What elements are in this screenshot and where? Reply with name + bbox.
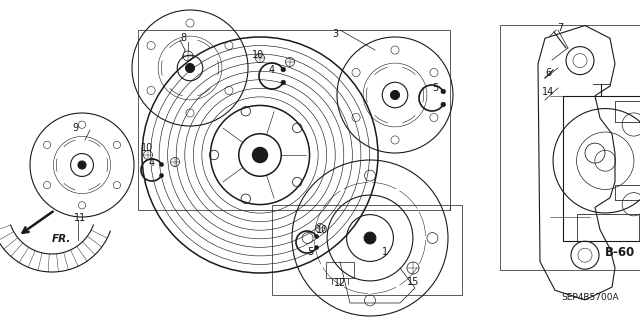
Text: SEP4B5700A: SEP4B5700A — [561, 293, 619, 302]
Circle shape — [281, 67, 285, 72]
Text: 15: 15 — [407, 277, 419, 287]
Circle shape — [441, 102, 445, 107]
Text: 10: 10 — [316, 225, 328, 235]
Bar — [563, 95, 640, 241]
Bar — [577, 214, 639, 241]
Circle shape — [364, 232, 376, 244]
Text: 6: 6 — [545, 68, 551, 78]
Text: 14: 14 — [542, 87, 554, 97]
Bar — [326, 262, 354, 278]
Text: 10: 10 — [141, 143, 153, 153]
Circle shape — [390, 91, 399, 100]
Circle shape — [314, 234, 319, 239]
Bar — [272, 205, 462, 295]
Circle shape — [159, 162, 163, 167]
Circle shape — [281, 80, 285, 85]
Bar — [500, 25, 640, 270]
Text: 11: 11 — [74, 213, 86, 223]
Text: 5: 5 — [307, 247, 313, 257]
Circle shape — [159, 174, 163, 177]
Text: 7: 7 — [557, 23, 563, 33]
Text: 12: 12 — [334, 278, 346, 288]
Circle shape — [441, 89, 445, 94]
Text: 10: 10 — [252, 50, 264, 60]
Bar — [615, 185, 640, 200]
Text: 8: 8 — [180, 33, 186, 43]
Text: 5: 5 — [432, 83, 438, 93]
Circle shape — [314, 246, 319, 249]
Text: 1: 1 — [382, 247, 388, 257]
Bar — [138, 30, 450, 210]
Circle shape — [78, 161, 86, 169]
Text: 3: 3 — [332, 29, 338, 39]
Text: 4: 4 — [149, 158, 155, 168]
Text: B-60: B-60 — [605, 246, 635, 258]
Text: 9: 9 — [72, 123, 78, 133]
Circle shape — [253, 148, 268, 162]
Circle shape — [186, 63, 195, 72]
Bar — [615, 101, 640, 122]
Text: FR.: FR. — [52, 234, 72, 244]
Text: 4: 4 — [269, 65, 275, 75]
